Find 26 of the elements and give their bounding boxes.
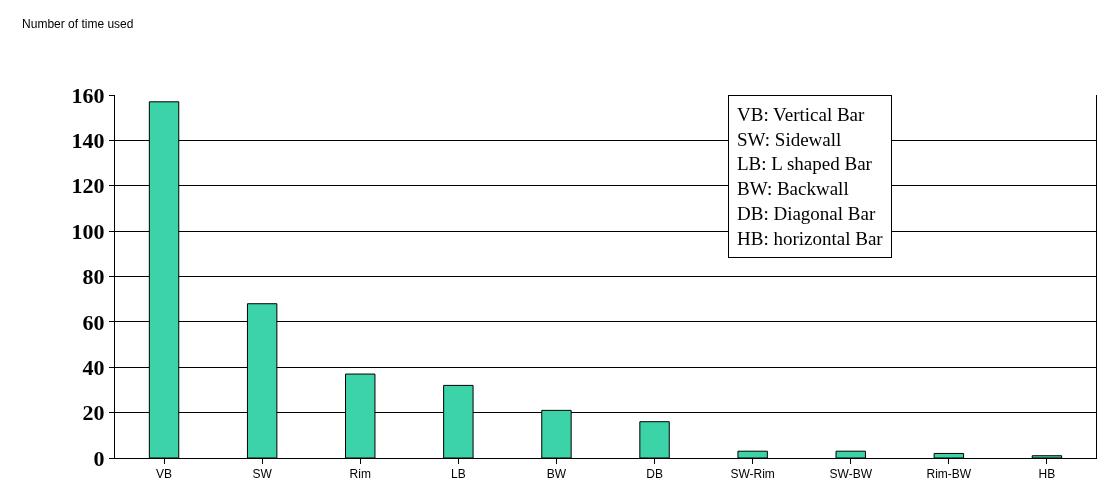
- x-tick-label: BW: [546, 467, 567, 482]
- x-tick-label: LB: [451, 467, 466, 482]
- chart-title: Number of time used: [22, 17, 134, 32]
- y-tick-label: 0: [93, 445, 105, 471]
- annotation: HB: horizontal Bar: [737, 227, 884, 249]
- annotation: VB: Vertical Bar: [737, 104, 866, 125]
- x-tick-label: VB: [156, 467, 173, 482]
- x-tick-label: Rim: [349, 467, 371, 482]
- y-tick-label: 60: [82, 309, 105, 335]
- annotation: BW: Backwall: [737, 178, 849, 200]
- y-tick-label: 80: [82, 264, 105, 290]
- x-tick-label: DB: [646, 467, 663, 482]
- y-tick-label: 100: [71, 218, 105, 244]
- y-tick-label: 120: [71, 173, 105, 199]
- y-tick-label: 140: [71, 128, 105, 154]
- x-tick-label: Rim-BW: [926, 467, 972, 482]
- annotation: LB: L shaped Bar: [737, 153, 873, 175]
- y-tick-label: 40: [82, 354, 105, 380]
- x-tick-label: HB: [1038, 467, 1056, 482]
- x-tick-label: SW-Rim: [730, 467, 775, 482]
- annotation: DB: Diagonal Bar: [737, 202, 876, 224]
- annotation: SW: Sidewall: [737, 128, 842, 150]
- x-tick-label: SW: [252, 467, 273, 482]
- x-tick-label: SW-BW: [829, 467, 873, 482]
- y-tick-label: 20: [82, 400, 105, 426]
- y-tick-label: 160: [71, 82, 105, 108]
